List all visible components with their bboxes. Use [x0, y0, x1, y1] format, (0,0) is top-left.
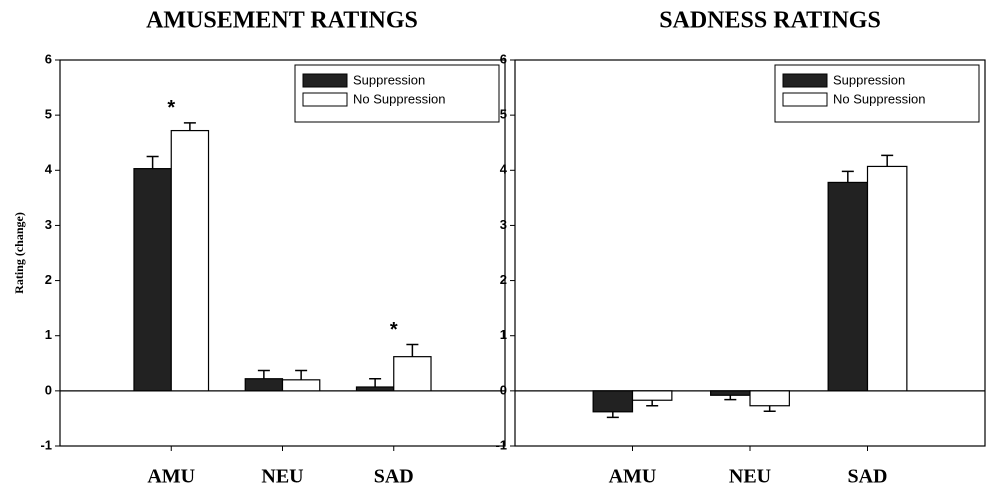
x-tick-label: SAD — [847, 466, 887, 488]
y-tick-label: 1 — [500, 327, 507, 342]
legend-label: No Suppression — [833, 91, 926, 106]
significance-marker: * — [167, 97, 175, 119]
bar — [866, 165, 908, 392]
bar — [133, 168, 172, 392]
bar — [827, 181, 869, 392]
error-bar — [606, 411, 619, 419]
error-bar — [257, 369, 270, 379]
chart-title: SADNESS RATINGS — [659, 8, 881, 34]
y-tick-label: -1 — [40, 437, 52, 452]
y-tick-label: 4 — [45, 162, 53, 177]
error-bar — [295, 369, 308, 380]
legend-label: No Suppression — [353, 91, 446, 106]
error-bar — [146, 155, 159, 169]
bar — [710, 390, 751, 396]
error-bar — [183, 122, 196, 131]
error-bar — [841, 170, 854, 183]
y-tick-label: 1 — [45, 327, 52, 342]
y-axis-label: Rating (change) — [12, 212, 26, 294]
error-bar — [763, 405, 776, 413]
error-bar — [406, 343, 419, 357]
error-bar — [881, 154, 894, 167]
bar — [749, 390, 790, 407]
error-bar — [369, 377, 382, 387]
x-tick-label: SAD — [374, 466, 414, 488]
bar — [355, 386, 395, 392]
bar — [281, 379, 321, 392]
y-tick-label: 2 — [45, 272, 52, 287]
legend-swatch — [782, 92, 828, 107]
bar — [170, 129, 210, 392]
y-tick-label: -1 — [495, 437, 507, 452]
x-tick-label: AMU — [147, 466, 195, 488]
chart-title: AMUSEMENT RATINGS — [146, 8, 418, 34]
y-tick-label: 6 — [500, 51, 507, 66]
x-tick-label: AMU — [609, 466, 657, 488]
y-tick-label: 5 — [500, 107, 507, 122]
y-tick-label: 3 — [500, 217, 507, 232]
error-bar — [646, 400, 659, 407]
legend-swatch — [782, 73, 828, 88]
bar — [592, 390, 634, 413]
legend-swatch — [302, 92, 348, 107]
y-tick-label: 6 — [45, 51, 52, 66]
bar — [393, 356, 432, 392]
bar — [244, 378, 284, 392]
x-tick-label: NEU — [729, 466, 771, 488]
legend-swatch — [302, 73, 348, 88]
bar — [631, 390, 673, 401]
x-tick-label: NEU — [261, 466, 303, 488]
significance-marker: * — [390, 319, 398, 341]
y-tick-label: 4 — [500, 162, 508, 177]
y-tick-label: 2 — [500, 272, 507, 287]
error-bar — [724, 395, 737, 401]
y-tick-label: 0 — [45, 382, 52, 397]
legend-label: Suppression — [833, 72, 905, 87]
y-tick-label: 0 — [500, 382, 507, 397]
y-tick-label: 3 — [45, 217, 52, 232]
legend-label: Suppression — [353, 72, 425, 87]
y-tick-label: 5 — [45, 107, 52, 122]
